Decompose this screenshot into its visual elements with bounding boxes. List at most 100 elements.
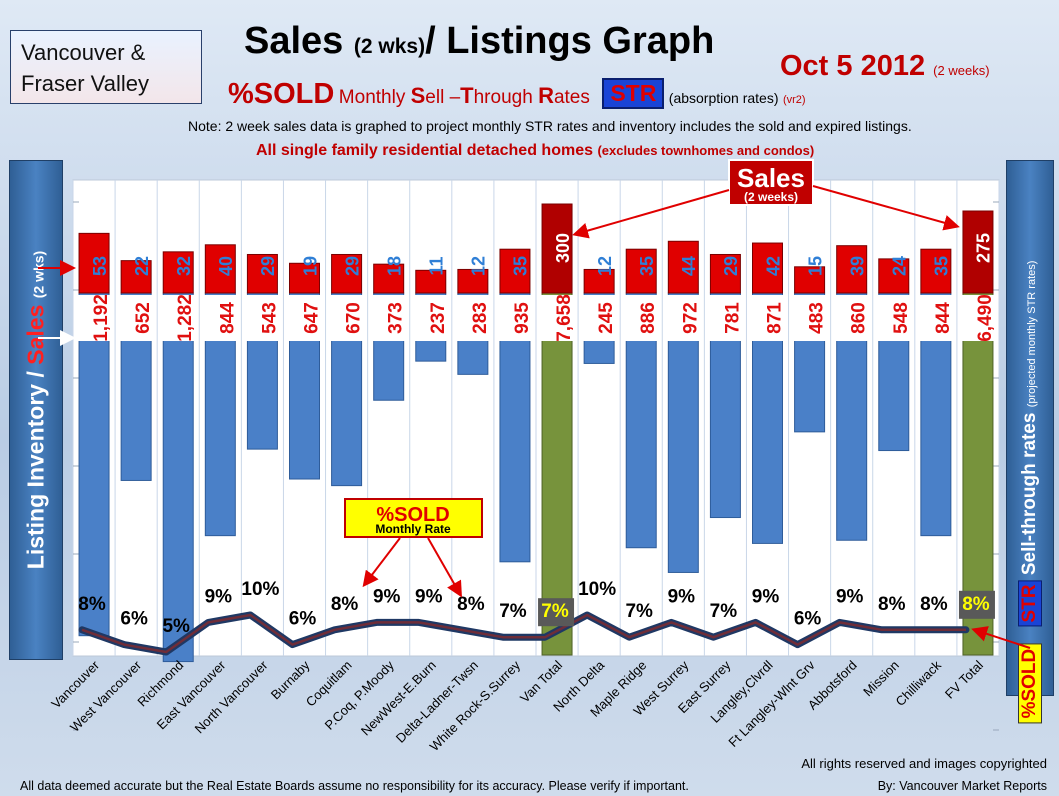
listing-bar: [162, 292, 194, 663]
inventory-label-band: [118, 295, 155, 341]
inventory-label: 871: [765, 302, 786, 334]
pct-callout-box: [344, 498, 483, 538]
sales-bar: [667, 240, 699, 294]
inventory-label: 245: [596, 302, 617, 334]
pct-label: 9%: [205, 586, 233, 607]
sales-bar: [78, 232, 110, 294]
inventory-label-band: [202, 295, 239, 341]
inventory-label-band: [749, 295, 786, 341]
pct-label: 9%: [668, 586, 696, 607]
subtitle-hrough: hrough: [473, 87, 533, 108]
inventory-label-band: [496, 295, 533, 341]
sales-label: 300: [553, 233, 573, 263]
right-axis-panel: %SOLD STR Sell-through rates (projected …: [1006, 160, 1054, 724]
inventory-label-band: [286, 295, 323, 341]
inventory-label-band: [959, 295, 996, 341]
inventory-label-band: [244, 295, 281, 341]
pct-label: 10%: [241, 579, 279, 600]
listing-bar: [78, 292, 110, 637]
inventory-label: 844: [217, 302, 238, 334]
pct-label: 7%: [499, 601, 527, 622]
sales-label: 44: [679, 256, 699, 276]
inventory-label: 1,192: [91, 294, 112, 342]
pct-label: 9%: [752, 586, 780, 607]
sales-bar: [289, 262, 320, 294]
sales-label: 18: [384, 256, 404, 276]
sales-label: 32: [174, 256, 194, 276]
sales-label: 53: [90, 256, 110, 276]
date-value: Oct 5 2012: [780, 50, 926, 82]
subtitle-version: (vr2): [782, 94, 806, 106]
pct-label: 8%: [457, 594, 485, 615]
inventory-label-band: [454, 295, 491, 341]
inventory-label-band: [833, 295, 870, 341]
sales-label: 35: [637, 256, 657, 276]
footer-disclaimer: All data deemed accurate but the Real Es…: [20, 779, 689, 793]
sales-bar: [246, 253, 278, 294]
sales-bar: [541, 203, 573, 294]
inventory-label-band: [76, 295, 113, 341]
subtitle-ates: ates: [553, 87, 590, 108]
inventory-label: 652: [133, 302, 154, 334]
category-label: North Vancouver: [192, 657, 271, 736]
sales-label: 29: [258, 256, 278, 276]
subtitle-s: S: [410, 83, 426, 108]
inventory-label-band: [917, 295, 954, 341]
str-line-highlight: [81, 613, 966, 654]
sales-label: 24: [890, 256, 910, 276]
subtitle-ell: ell –: [425, 87, 461, 108]
date-note: (2 weeks): [933, 63, 990, 78]
sales-bar: [836, 245, 868, 294]
inventory-label-band: [412, 295, 449, 341]
subtitle-monthly: Monthly: [338, 87, 406, 108]
pct-label: 8%: [920, 594, 948, 615]
region-label-box: Vancouver & Fraser Valley: [10, 30, 202, 104]
title-rest: / Listings Graph: [425, 20, 715, 62]
sales-label: 39: [847, 256, 867, 276]
sales-label: 12: [469, 256, 489, 276]
sales-bar: [373, 263, 405, 294]
inventory-label: 1,282: [175, 294, 196, 342]
sales-label: 11: [427, 256, 447, 275]
category-label: FV Total: [942, 657, 986, 701]
pct-callout-title: %SOLD: [376, 504, 449, 526]
inventory-label: 670: [344, 302, 365, 334]
inventory-label-band: [160, 295, 197, 341]
sales-label: 29: [721, 256, 741, 276]
inventory-label: 543: [259, 302, 280, 334]
inventory-label: 781: [722, 302, 743, 334]
str-badge: STR: [602, 78, 665, 109]
inventory-label-band: [581, 295, 618, 341]
sales-bar: [162, 251, 194, 294]
pct-label: 9%: [836, 586, 864, 607]
sales-bar: [415, 269, 447, 294]
chart-scope: All single family residential detached h…: [256, 142, 814, 160]
listing-bar: [541, 292, 573, 656]
inventory-label: 373: [386, 302, 407, 334]
sales-callout-box: [728, 159, 814, 206]
sales-callout-title: Sales: [737, 163, 805, 193]
inventory-label-band: [328, 295, 365, 341]
pct-callout-arrow: [427, 537, 462, 598]
inventory-label-band: [623, 295, 660, 341]
footer-byline: By: Vancouver Market Reports: [877, 779, 1047, 793]
inventory-label-band: [665, 295, 702, 341]
sales-label: 35: [511, 256, 531, 276]
category-label: West Vancouver: [67, 657, 145, 735]
sales-label: 275: [974, 233, 994, 263]
sales-bar: [625, 248, 657, 294]
subtitle-r: R: [538, 83, 554, 108]
sales-bar: [920, 248, 952, 294]
pct-label: 8%: [878, 594, 906, 615]
inventory-label: 860: [849, 302, 870, 334]
subtitle-pct-sold: %SOLD: [228, 78, 335, 110]
sales-callout-arrow: [812, 185, 960, 231]
sales-label: 22: [132, 256, 152, 276]
sales-label: 15: [805, 256, 825, 276]
scope-main: All single family residential detached h…: [256, 142, 593, 159]
sales-label: 12: [595, 256, 615, 276]
pct-label: 7%: [710, 601, 738, 622]
sales-bar: [583, 268, 615, 294]
region-line-2: Fraser Valley: [21, 71, 149, 96]
